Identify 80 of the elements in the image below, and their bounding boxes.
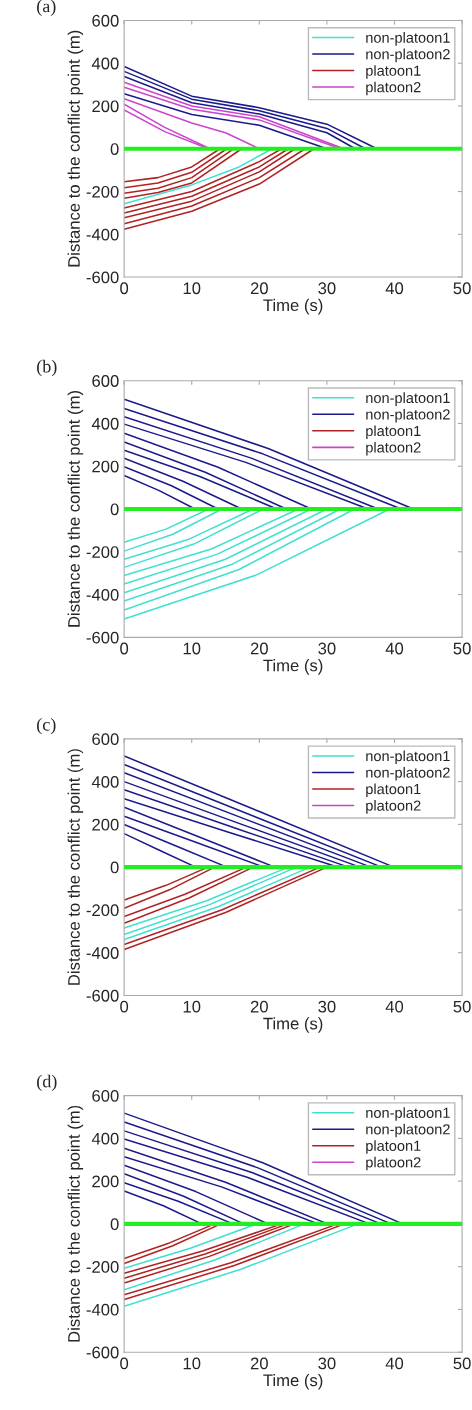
legend-label: platoon2 — [366, 441, 421, 456]
x-tick-label: 10 — [183, 1000, 201, 1013]
y-tick-label: 400 — [91, 776, 119, 788]
y-tick-label: 0 — [110, 503, 119, 516]
x-tick-label: 50 — [453, 282, 471, 295]
x-tick-label: 10 — [183, 642, 201, 655]
y-tick-label: 600 — [92, 375, 119, 387]
y-tick-label: 200 — [92, 1175, 119, 1188]
chart-title: (b) — [37, 359, 57, 377]
y-tick-label: 400 — [91, 417, 119, 430]
x-tick-label: 0 — [120, 282, 129, 295]
x-tick-label: 20 — [250, 642, 268, 655]
legend-label: platoon2 — [366, 800, 421, 814]
y-axis-title: Distance to the conflict point (m) — [67, 30, 84, 267]
x-tick-label: 30 — [318, 642, 336, 655]
y-tick-label: -600 — [86, 271, 119, 284]
x-tick-label: 30 — [318, 282, 336, 295]
x-tick-label: 10 — [183, 282, 201, 295]
y-tick-label: 200 — [92, 100, 119, 113]
y-tick-label: -600 — [86, 1346, 119, 1359]
x-tick-label: 20 — [250, 282, 268, 295]
y-tick-label: -600 — [86, 989, 119, 1002]
x-tick-label: 20 — [250, 1000, 268, 1013]
x-tick-label: 50 — [453, 1357, 471, 1370]
y-tick-label: 0 — [110, 1218, 119, 1231]
y-tick-label: -200 — [86, 546, 119, 558]
legend-label: platoon1 — [366, 425, 421, 439]
legend-label: non-platoon1 — [366, 32, 450, 46]
x-tick-label: 0 — [120, 1357, 129, 1370]
y-tick-label: -200 — [86, 1261, 119, 1273]
y-tick-label: 200 — [92, 460, 119, 473]
legend-label: non-platoon1 — [366, 392, 450, 406]
chart-title: (a) — [37, 0, 56, 16]
x-tick-label: 50 — [453, 1000, 471, 1013]
y-axis-title: Distance to the conflict point (m) — [67, 1105, 84, 1342]
y-tick-label: -200 — [86, 904, 119, 917]
x-tick-label: 40 — [385, 282, 404, 295]
y-tick-label: 400 — [91, 1132, 119, 1145]
legend-label: non-platoon2 — [366, 408, 450, 423]
x-tick-label: 30 — [318, 1357, 336, 1370]
y-tick-label: -400 — [86, 588, 119, 601]
y-axis-title: Distance to the conflict point (m) — [67, 749, 84, 985]
y-tick-label: -600 — [86, 631, 119, 644]
x-axis-title: Time (s) — [263, 659, 323, 675]
legend-label: platoon1 — [366, 65, 421, 79]
x-axis-title: Time (s) — [263, 1017, 323, 1033]
chart-title: (c) — [37, 717, 56, 735]
legend-label: non-platoon2 — [366, 767, 450, 781]
legend-label: platoon1 — [366, 1140, 421, 1154]
x-axis-title: Time (s) — [263, 298, 323, 315]
y-tick-label: -400 — [86, 947, 119, 959]
y-tick-label: 600 — [92, 14, 119, 27]
y-tick-label: 400 — [91, 57, 119, 70]
x-tick-label: 30 — [318, 1000, 336, 1013]
y-tick-label: 200 — [92, 818, 119, 831]
y-tick-label: 600 — [92, 1089, 119, 1102]
x-tick-label: 20 — [250, 1357, 268, 1370]
y-tick-label: 0 — [110, 143, 119, 155]
chart-title: (d) — [37, 1074, 57, 1092]
y-tick-label: 600 — [92, 733, 119, 746]
legend-label: non-platoon1 — [366, 750, 450, 765]
x-tick-label: 40 — [385, 1000, 404, 1013]
y-tick-label: -400 — [86, 1303, 119, 1316]
y-axis-title: Distance to the conflict point (m) — [67, 391, 84, 627]
legend-label: non-platoon1 — [366, 1107, 450, 1121]
y-tick-label: 0 — [110, 861, 119, 874]
legend-label: platoon2 — [366, 1156, 421, 1171]
x-tick-label: 50 — [453, 642, 471, 655]
x-tick-label: 40 — [385, 642, 404, 655]
legend-label: platoon1 — [366, 783, 421, 798]
x-tick-label: 0 — [120, 642, 129, 655]
y-tick-label: -200 — [86, 185, 119, 198]
x-tick-label: 10 — [183, 1357, 201, 1370]
legend-label: non-platoon2 — [366, 48, 450, 63]
legend-label: non-platoon2 — [366, 1123, 450, 1138]
y-tick-label: -400 — [86, 228, 119, 241]
x-tick-label: 0 — [120, 1000, 129, 1013]
x-axis-title: Time (s) — [263, 1373, 323, 1390]
x-tick-label: 40 — [385, 1357, 404, 1370]
legend-label: platoon2 — [366, 81, 421, 96]
